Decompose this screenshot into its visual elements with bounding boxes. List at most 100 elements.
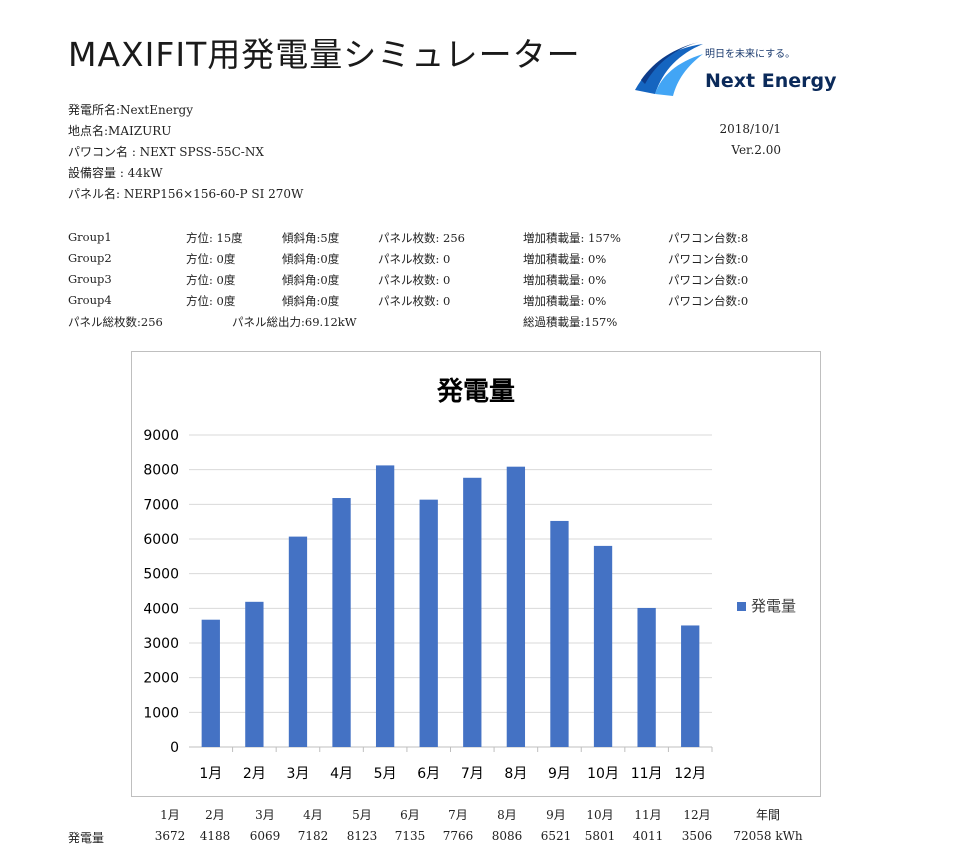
y-tick-label: 2000 (143, 671, 179, 687)
table-month-header: 11月 (634, 808, 662, 822)
table-value-cell: 4188 (199, 829, 231, 843)
bar (550, 520, 569, 747)
next-energy-logo: 明日を未来にする。 Next Energy (633, 40, 843, 100)
annual-value: 72058 kWh (733, 829, 803, 843)
table-month-header: 10月 (586, 808, 614, 822)
group-pcs-count: パワコン台数:0 (668, 294, 749, 308)
table-month-header: 6月 (400, 808, 420, 822)
y-tick-label: 5000 (143, 567, 179, 583)
x-tick-label: 3月 (286, 766, 309, 782)
y-tick-label: 0 (170, 740, 179, 756)
y-tick-label: 9000 (143, 428, 179, 444)
group-azimuth: 方位: 0度 (186, 273, 236, 287)
y-axis-ticks: 0 1000 2000 3000 4000 5000 6000 7000 8000 9000 (143, 428, 179, 756)
group-panels: パネル枚数: 0 (378, 294, 451, 308)
y-tick-label: 6000 (143, 532, 179, 548)
table-month-header: 3月 (255, 808, 275, 822)
x-axis-ticks: 1月 2月 3月 4月 5月 6月 7月 8月 9月 10月 11月 12月 (199, 747, 713, 782)
location-name: 地点名:MAIZURU (68, 124, 172, 138)
table-month-header: 2月 (205, 808, 225, 822)
x-tick-label: 9月 (548, 766, 571, 782)
group-overload: 増加積載量: 157% (523, 231, 621, 245)
table-month-header: 4月 (303, 808, 323, 822)
x-tick-label: 1月 (199, 766, 222, 782)
y-tick-label: 1000 (143, 705, 179, 721)
table-value-cell: 6521 (540, 829, 572, 843)
group-pcs-count: パワコン台数:0 (668, 252, 749, 266)
group-panels: パネル枚数: 0 (378, 273, 451, 287)
group-overload: 増加積載量: 0% (523, 252, 607, 266)
group-name: Group3 (68, 272, 112, 286)
pcs-name: パワコン名 : NEXT SPSS-55C-NX (68, 145, 264, 159)
y-tick-label: 8000 (143, 463, 179, 479)
version: Ver.2.00 (731, 143, 781, 157)
group-panels: パネル枚数: 256 (378, 231, 465, 245)
report-date: 2018/10/1 (719, 122, 781, 136)
bar (375, 465, 395, 747)
output-total: パネル総出力:69.12kW (232, 315, 357, 329)
group-name: Group2 (68, 251, 112, 265)
y-tick-label: 4000 (143, 601, 179, 617)
generation-chart: 発電量 0 1000 2000 3000 4000 5000 6000 7000 8000 900… (131, 351, 821, 797)
bar (463, 477, 482, 747)
group-tilt: 傾斜角:0度 (282, 294, 340, 308)
group-azimuth: 方位: 15度 (186, 231, 243, 245)
table-value-cell: 3672 (154, 829, 186, 843)
annual-label: 年間 (755, 808, 780, 822)
panel-name: パネル名: NERP156×156-60-P SI 270W (68, 187, 304, 201)
panel-total: パネル総枚数:256 (68, 315, 163, 329)
bar (593, 545, 613, 747)
table-month-header: 9月 (546, 808, 566, 822)
group-azimuth: 方位: 0度 (186, 294, 236, 308)
overload-total: 総過積載量:157% (523, 315, 618, 329)
table-month-header: 5月 (352, 808, 372, 822)
logo-tagline: 明日を未来にする。 (705, 49, 796, 60)
group-panels: パネル枚数: 0 (378, 252, 451, 266)
x-tick-label: 8月 (504, 766, 527, 782)
plant-name: 発電所名:NextEnergy (68, 103, 194, 117)
x-tick-label: 2月 (243, 766, 266, 782)
table-value-cell: 3506 (681, 829, 713, 843)
table-value-cell: 4011 (632, 829, 664, 843)
table-value-cell: 8123 (346, 829, 378, 843)
chart-canvas: 発電量 0 1000 2000 3000 4000 5000 6000 7000 8000 900… (143, 377, 796, 782)
x-tick-label: 11月 (631, 766, 663, 782)
swoosh-logo-icon (635, 42, 703, 96)
table-month-header: 8月 (497, 808, 517, 822)
group-name: Group1 (68, 230, 112, 244)
x-tick-label: 4月 (330, 766, 353, 782)
group-tilt: 傾斜角:5度 (282, 231, 340, 245)
bar (506, 466, 526, 747)
page-title: MAXIFIT用発電量シミュレーター (68, 35, 581, 74)
bar (245, 601, 264, 747)
table-value-cell: 7182 (297, 829, 329, 843)
chart-legend: 発電量 (737, 597, 796, 615)
bar (637, 607, 656, 747)
table-value-cell: 5801 (584, 829, 616, 843)
bar (419, 499, 438, 747)
x-tick-label: 5月 (374, 766, 397, 782)
bar (332, 498, 351, 747)
group-pcs-count: パワコン台数:0 (668, 273, 749, 287)
table-month-header: 7月 (448, 808, 468, 822)
legend-label: 発電量 (751, 597, 796, 615)
y-tick-label: 3000 (143, 636, 179, 652)
x-tick-label: 10月 (587, 766, 619, 782)
group-azimuth: 方位: 0度 (186, 252, 236, 266)
bar (201, 619, 220, 747)
chart-title: 発電量 (436, 377, 515, 407)
table-value-cell: 8086 (491, 829, 523, 843)
x-tick-label: 6月 (417, 766, 440, 782)
table-value-cell: 7766 (442, 829, 474, 843)
group-tilt: 傾斜角:0度 (282, 273, 340, 287)
group-tilt: 傾斜角:0度 (282, 252, 340, 266)
table-month-header: 1月 (160, 808, 180, 822)
grid-lines (189, 434, 712, 748)
x-tick-label: 7月 (461, 766, 484, 782)
x-tick-label: 12月 (674, 766, 706, 782)
group-overload: 増加積載量: 0% (523, 273, 607, 287)
y-tick-label: 7000 (143, 497, 179, 513)
legend-swatch (737, 602, 746, 611)
bar (681, 625, 700, 747)
table-row-label: 発電量 (68, 831, 105, 845)
